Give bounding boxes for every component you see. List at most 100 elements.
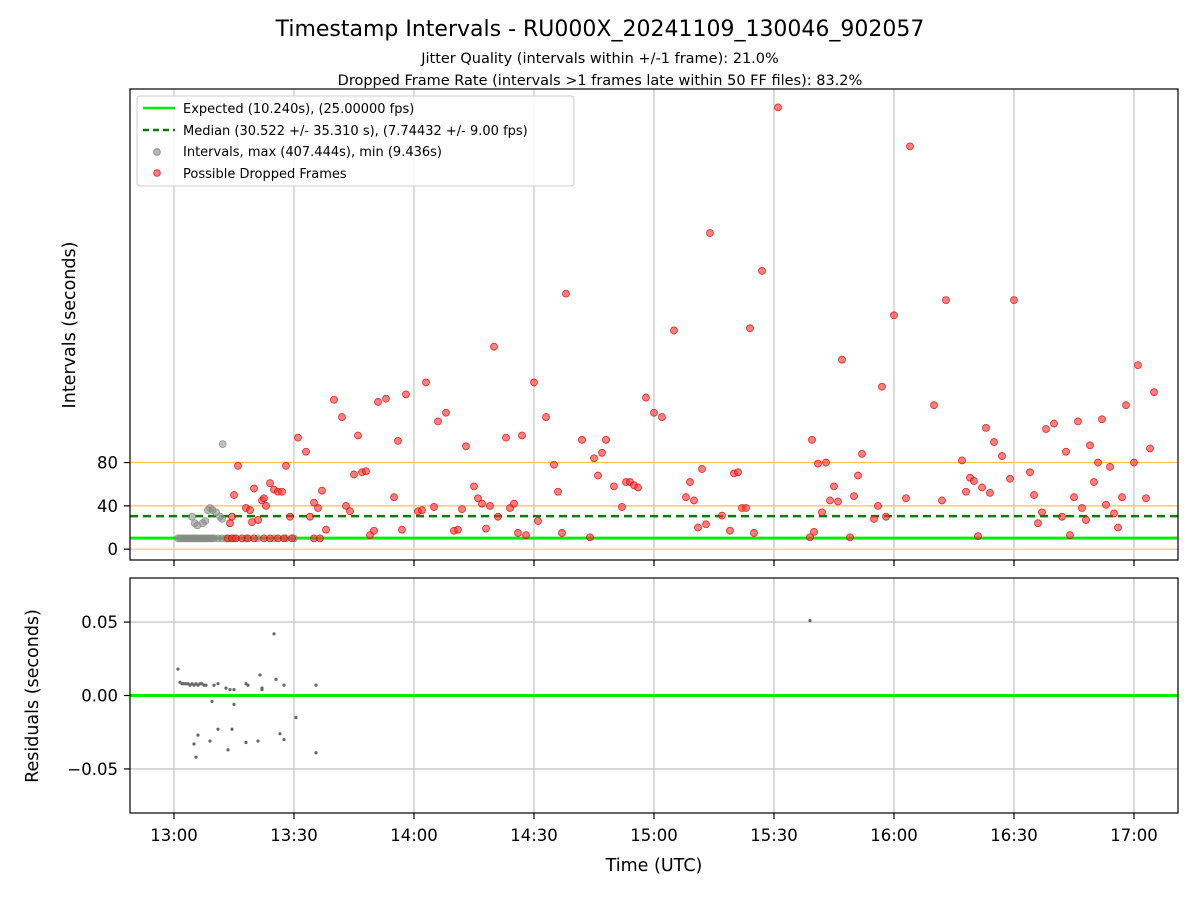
dropped-frame-point [250, 534, 258, 543]
residual-point [194, 755, 198, 759]
dropped-frame-point [418, 506, 426, 515]
dropped-frame-point [1074, 417, 1082, 426]
dropped-frame-point [658, 413, 666, 421]
dropped-frame-point [230, 491, 238, 499]
dropped-frame-point [554, 487, 562, 496]
dropped-frame-point [814, 459, 822, 468]
dropped-frame-point [1142, 494, 1150, 503]
dropped-frame-point [890, 311, 898, 320]
dropped-frame-point [698, 465, 706, 473]
residual-point [274, 677, 278, 681]
dropped-frame-point [486, 501, 494, 510]
dropped-frame-point [1094, 458, 1102, 467]
dropped-frame-point [402, 390, 410, 399]
dropped-frame-point [986, 488, 994, 497]
x-tick-label: 14:30 [510, 826, 558, 845]
dropped-frame-point [598, 448, 606, 457]
dropped-frame-point [518, 431, 526, 440]
dropped-frame-point [394, 436, 402, 445]
dropped-frame-point [278, 487, 286, 496]
x-tick-label: 13:00 [150, 826, 198, 845]
dropped-frame-point [338, 413, 346, 421]
top-y-tick-label: 80 [97, 454, 118, 473]
dropped-frame-point [874, 501, 882, 510]
dropped-frame-point [882, 512, 890, 521]
dropped-frame-point [1034, 519, 1042, 528]
dropped-frame-point [1062, 447, 1070, 456]
residual-point [192, 742, 196, 746]
bottom-y-ticks: 0.05 0.00 −0.05 [67, 613, 130, 779]
dropped-frame-point [1066, 531, 1074, 539]
residual-point [256, 739, 260, 743]
dropped-frame-point [1146, 444, 1154, 453]
chart-title: Timestamp Intervals - RU000X_20241109_13… [275, 17, 925, 42]
dropped-frame-point [1070, 493, 1078, 502]
dropped-frame-point [1098, 415, 1106, 424]
dropped-frame-point [306, 512, 314, 521]
dropped-frame-point [490, 342, 498, 351]
dropped-frame-point [1030, 491, 1038, 499]
residual-point [216, 682, 220, 686]
dropped-frame-point [1102, 500, 1110, 509]
dropped-frame-point [562, 289, 570, 298]
dropped-frame-point [286, 512, 294, 521]
dropped-frame-point [228, 512, 236, 521]
x-tick-label: 16:00 [870, 826, 918, 845]
dropped-frame-point [430, 503, 438, 511]
residual-points [176, 618, 812, 759]
dropped-frame-point [542, 413, 550, 421]
dropped-frame-point [854, 471, 862, 480]
dropped-frame-point [1038, 508, 1046, 517]
dropped-frame-point [282, 461, 290, 470]
bottom-x-ticks: 13:00 13:30 14:00 14:30 15:00 15:30 16:00 16:30… [150, 813, 1158, 845]
dropped-frame-point [478, 499, 486, 508]
interval-point [201, 517, 210, 525]
dropped-frame-point [806, 533, 814, 542]
dropped-frame-point [266, 479, 274, 488]
residual-point [282, 737, 286, 742]
dropped-frame-point [930, 401, 938, 410]
dropped-frame-point [362, 467, 370, 476]
dropped-frame-point [514, 529, 522, 537]
dropped-frame-point [310, 498, 318, 507]
bottom-y-axis-title: Residuals (seconds) [23, 609, 43, 783]
dropped-frame-point [346, 507, 354, 516]
dropped-frame-point [382, 394, 390, 403]
legend-dropped-label: Possible Dropped Frames [183, 167, 347, 182]
residual-point [260, 686, 264, 690]
top-vertical-grid [173, 89, 1135, 560]
dropped-frame-point [970, 477, 978, 485]
dropped-frame-point [808, 435, 816, 444]
dropped-frame-point [234, 461, 242, 470]
dropped-frame-point [818, 508, 826, 517]
dropped-frame-point [974, 532, 982, 541]
dropped-frame-point [262, 501, 270, 510]
residual-point [204, 683, 208, 687]
legend-intervals-label: Intervals, max (407.444s), min (9.436s) [183, 145, 442, 160]
residual-point [226, 748, 230, 752]
dropped-frame-point [858, 449, 866, 458]
dropped-frame-point [690, 496, 698, 505]
dropped-frame-point [906, 142, 914, 151]
dropped-frame-point [602, 435, 610, 444]
top-y-tick-label: 0 [108, 540, 119, 559]
chart-subtitle-jitter: Jitter Quality (intervals within +/-1 fr… [420, 51, 779, 67]
bottom-y-tick-label: −0.05 [67, 760, 118, 779]
dropped-frame-point [1130, 458, 1138, 467]
dropped-frame-point [260, 494, 268, 503]
dropped-frame-point [502, 433, 510, 442]
dropped-frame-point [694, 523, 702, 532]
dropped-frame-point [586, 533, 594, 542]
dropped-frame-point [1042, 425, 1050, 433]
dropped-frame-point [462, 442, 470, 451]
dropped-frame-point [990, 438, 998, 446]
dropped-frame-point [1050, 419, 1058, 428]
dropped-frame-point [318, 486, 326, 495]
dropped-frame-point [958, 456, 966, 465]
dropped-frame-point [702, 520, 710, 529]
residual-point [258, 673, 262, 677]
dropped-frame-point [454, 525, 462, 534]
residual-point [808, 618, 812, 623]
residual-point [210, 699, 214, 703]
residual-point [282, 683, 286, 687]
